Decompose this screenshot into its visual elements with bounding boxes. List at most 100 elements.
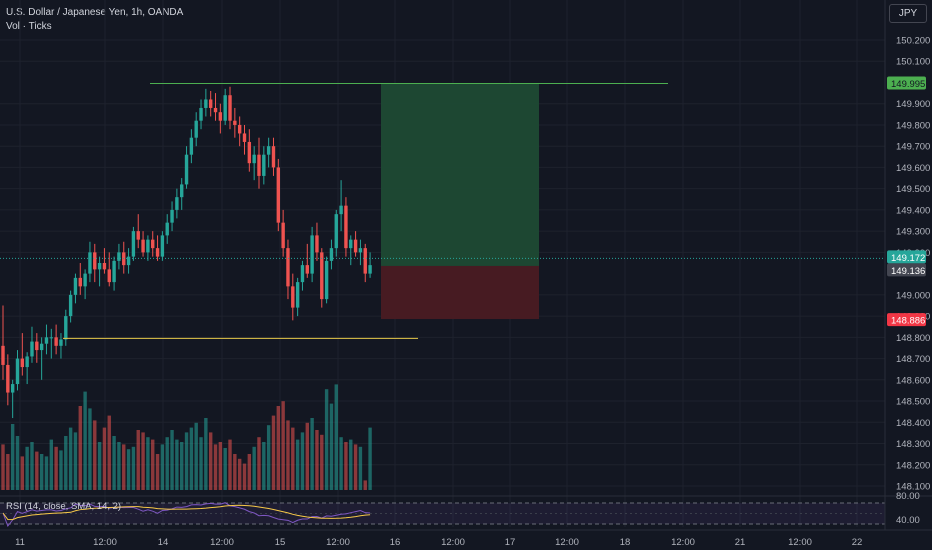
candle[interactable] xyxy=(180,184,184,198)
candle[interactable] xyxy=(160,235,165,257)
candle[interactable] xyxy=(228,95,232,121)
candle[interactable] xyxy=(126,256,131,266)
volume-indicator-label[interactable]: Vol · Ticks xyxy=(6,21,52,32)
candle[interactable] xyxy=(20,358,25,368)
candle[interactable] xyxy=(305,265,309,274)
candle[interactable] xyxy=(102,263,107,270)
candle[interactable] xyxy=(295,282,300,308)
candle[interactable] xyxy=(213,107,218,113)
candle[interactable] xyxy=(300,265,305,283)
candle[interactable] xyxy=(59,339,63,346)
candle[interactable] xyxy=(97,263,102,270)
candle[interactable] xyxy=(112,260,116,283)
rsi-label[interactable]: RSI (14, close, SMA, 14, 2) xyxy=(6,501,121,512)
time-tick-label: 11 xyxy=(15,537,25,548)
candle[interactable] xyxy=(281,222,285,249)
candle[interactable] xyxy=(266,146,271,155)
candle[interactable] xyxy=(10,384,15,393)
volume-bar xyxy=(252,446,256,490)
volume-bar xyxy=(184,432,189,490)
loss-zone[interactable] xyxy=(381,265,539,320)
candle[interactable] xyxy=(136,231,140,240)
time-tick-label: 12:00 xyxy=(555,537,579,548)
candle[interactable] xyxy=(141,239,145,253)
volume-bar xyxy=(242,463,247,490)
candle[interactable] xyxy=(242,133,247,142)
candle[interactable] xyxy=(15,358,20,385)
candle[interactable] xyxy=(353,239,358,253)
candle[interactable] xyxy=(44,337,49,344)
candle[interactable] xyxy=(315,235,319,253)
volume-bar xyxy=(223,448,227,490)
candle[interactable] xyxy=(49,337,53,339)
candle[interactable] xyxy=(117,252,121,261)
candle[interactable] xyxy=(218,112,223,121)
candle[interactable] xyxy=(39,343,44,351)
volume-bar xyxy=(329,403,334,490)
candle[interactable] xyxy=(233,120,237,125)
candle[interactable] xyxy=(320,252,324,300)
candle[interactable] xyxy=(334,214,338,249)
rsi-tick-label: 40.00 xyxy=(896,515,920,526)
volume-bar xyxy=(49,439,53,490)
candle[interactable] xyxy=(68,294,73,317)
candle[interactable] xyxy=(35,341,39,351)
candle[interactable] xyxy=(262,154,266,176)
candle[interactable] xyxy=(6,364,10,393)
stop-price-label-bg xyxy=(887,313,926,327)
candle[interactable] xyxy=(252,154,256,164)
candle[interactable] xyxy=(291,286,295,308)
candle[interactable] xyxy=(358,248,363,253)
candle[interactable] xyxy=(25,356,29,368)
candle[interactable] xyxy=(73,277,78,295)
candle[interactable] xyxy=(339,205,343,215)
candle[interactable] xyxy=(271,146,276,168)
candle[interactable] xyxy=(64,316,68,340)
candle[interactable] xyxy=(165,222,169,236)
candle[interactable] xyxy=(146,239,150,253)
candle[interactable] xyxy=(247,141,252,164)
candle[interactable] xyxy=(204,99,208,108)
candle[interactable] xyxy=(344,205,348,249)
candle[interactable] xyxy=(54,337,58,346)
candle[interactable] xyxy=(93,252,97,270)
candle[interactable] xyxy=(189,137,194,155)
volume-bar xyxy=(233,454,237,490)
candle[interactable] xyxy=(170,209,174,223)
profit-zone[interactable] xyxy=(381,83,539,266)
candle[interactable] xyxy=(131,231,136,257)
candle[interactable] xyxy=(310,235,314,274)
candle[interactable] xyxy=(155,248,160,257)
candle[interactable] xyxy=(107,269,111,283)
candle[interactable] xyxy=(30,341,34,357)
candle[interactable] xyxy=(151,239,155,249)
candle[interactable] xyxy=(237,124,242,134)
time-tick-label: 21 xyxy=(735,537,746,548)
candle[interactable] xyxy=(88,252,92,274)
candle[interactable] xyxy=(276,167,281,223)
candle[interactable] xyxy=(363,248,367,274)
candle[interactable] xyxy=(286,248,290,287)
volume-bar xyxy=(88,408,92,490)
candle[interactable] xyxy=(1,345,5,365)
candle[interactable] xyxy=(83,273,87,287)
currency-button[interactable]: JPY xyxy=(889,4,927,23)
candle[interactable] xyxy=(184,154,189,185)
candle[interactable] xyxy=(329,248,334,261)
candle[interactable] xyxy=(368,265,372,274)
candle[interactable] xyxy=(257,154,261,176)
volume-bar xyxy=(247,454,252,490)
candle[interactable] xyxy=(223,95,227,121)
candle[interactable] xyxy=(208,99,213,108)
candle[interactable] xyxy=(78,277,82,287)
candle[interactable] xyxy=(194,120,198,138)
candle[interactable] xyxy=(175,197,179,210)
time-tick-label: 12:00 xyxy=(441,537,465,548)
time-tick-label: 12:00 xyxy=(93,537,117,548)
volume-bar xyxy=(93,420,97,490)
candle[interactable] xyxy=(324,260,329,300)
price-tick-label: 149.500 xyxy=(896,184,930,195)
candle[interactable] xyxy=(349,239,353,249)
candle[interactable] xyxy=(199,107,203,121)
